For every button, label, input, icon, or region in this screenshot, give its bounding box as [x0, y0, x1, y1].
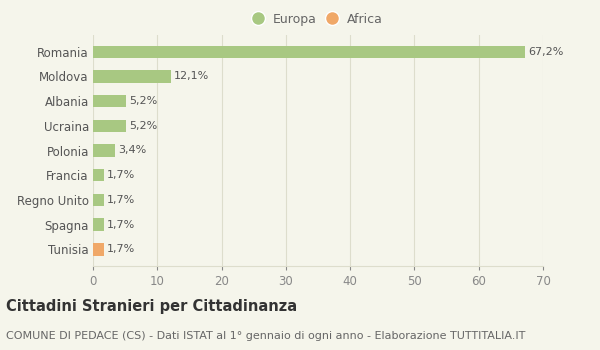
Bar [93, 218, 104, 231]
Bar [93, 120, 127, 132]
Text: Cittadini Stranieri per Cittadinanza: Cittadini Stranieri per Cittadinanza [6, 299, 297, 314]
Bar [93, 46, 525, 58]
Bar [93, 95, 127, 107]
Text: COMUNE DI PEDACE (CS) - Dati ISTAT al 1° gennaio di ogni anno - Elaborazione TUT: COMUNE DI PEDACE (CS) - Dati ISTAT al 1°… [6, 331, 526, 341]
Bar [93, 243, 104, 255]
Text: 1,7%: 1,7% [107, 244, 136, 254]
Text: 67,2%: 67,2% [528, 47, 563, 57]
Bar [93, 70, 171, 83]
Text: 5,2%: 5,2% [130, 96, 158, 106]
Text: 12,1%: 12,1% [174, 71, 209, 82]
Legend: Europa, Africa: Europa, Africa [250, 9, 386, 29]
Text: 5,2%: 5,2% [130, 121, 158, 131]
Text: 1,7%: 1,7% [107, 219, 136, 230]
Text: 3,4%: 3,4% [118, 146, 146, 155]
Text: 1,7%: 1,7% [107, 195, 136, 205]
Bar [93, 144, 115, 157]
Text: 1,7%: 1,7% [107, 170, 136, 180]
Bar [93, 194, 104, 206]
Bar [93, 169, 104, 181]
